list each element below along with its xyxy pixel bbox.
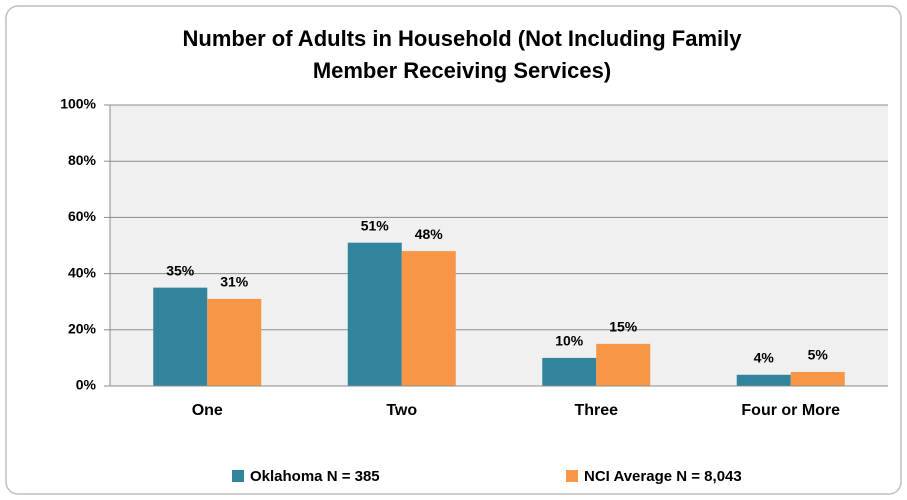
x-tick-label: Two <box>386 402 417 419</box>
y-tick-label: 20% <box>68 321 97 337</box>
data-label: 10% <box>555 333 584 349</box>
legend-label: Oklahoma N = 385 <box>250 468 380 485</box>
legend-swatch <box>232 470 244 482</box>
data-label: 35% <box>166 262 195 278</box>
data-label: 31% <box>220 274 249 290</box>
bar <box>207 298 262 386</box>
chart-title: Member Receiving Services) <box>313 58 611 83</box>
bar <box>401 251 456 386</box>
bar <box>596 343 651 386</box>
bar <box>153 287 208 386</box>
data-label: 15% <box>609 319 638 335</box>
data-label: 51% <box>361 217 390 233</box>
x-tick-label: Three <box>574 402 618 419</box>
data-label: 48% <box>415 226 444 242</box>
y-tick-label: 80% <box>68 152 97 168</box>
data-label: 5% <box>808 347 829 363</box>
bar <box>736 374 791 386</box>
legend-label: NCI Average N = 8,043 <box>584 468 742 485</box>
y-tick-label: 100% <box>60 96 96 112</box>
data-label: 4% <box>754 349 775 365</box>
x-tick-label: One <box>192 402 223 419</box>
legend-swatch <box>566 470 578 482</box>
y-tick-label: 0% <box>76 377 97 393</box>
x-tick-label: Four or More <box>741 402 840 419</box>
y-tick-label: 40% <box>68 264 97 280</box>
bar <box>542 357 597 386</box>
chart-title: Number of Adults in Household (Not Inclu… <box>183 26 743 51</box>
bar <box>347 242 402 386</box>
y-tick-label: 60% <box>68 208 97 224</box>
bar <box>790 371 845 386</box>
